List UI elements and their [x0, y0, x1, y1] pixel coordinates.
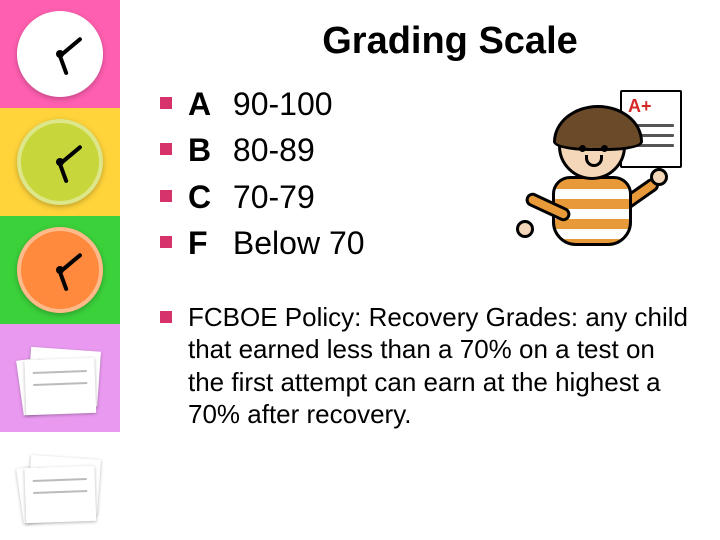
grade-range: Below 70 [233, 225, 365, 261]
papers-icon [15, 341, 105, 416]
grade-range: 90-100 [233, 86, 333, 122]
sidebar-tile-clock-1 [0, 0, 120, 108]
papers-icon [15, 449, 105, 524]
bullet-icon [160, 190, 172, 202]
bullet-icon [160, 311, 172, 323]
bullet-icon [160, 97, 172, 109]
hand-icon [516, 220, 534, 238]
report-card-grade: A+ [628, 96, 674, 117]
sidebar-tile-papers-1 [0, 324, 120, 432]
clock-icon [17, 11, 103, 97]
slide-content: Grading Scale A 90-100 B 80-89 C 70-79 F… [140, 0, 720, 540]
grade-letter: B [188, 127, 224, 173]
sidebar-tile-clock-2 [0, 108, 120, 216]
grade-range: 70-79 [233, 179, 315, 215]
clock-icon [17, 119, 103, 205]
sidebar-tile-clock-3 [0, 216, 120, 324]
student-illustration: A+ [522, 90, 682, 270]
hand-icon [650, 168, 668, 186]
head-icon [558, 112, 626, 180]
grade-letter: A [188, 81, 224, 127]
grade-range: 80-89 [233, 132, 315, 168]
bullet-icon [160, 143, 172, 155]
policy-paragraph: FCBOE Policy: Recovery Grades: any child… [160, 301, 690, 431]
bullet-icon [160, 236, 172, 248]
policy-text: FCBOE Policy: Recovery Grades: any child… [188, 302, 688, 430]
decorative-sidebar [0, 0, 120, 540]
sidebar-tile-papers-2 [0, 432, 120, 540]
clock-icon [17, 227, 103, 313]
grade-letter: F [188, 220, 224, 266]
page-title: Grading Scale [210, 20, 690, 63]
grade-letter: C [188, 174, 224, 220]
